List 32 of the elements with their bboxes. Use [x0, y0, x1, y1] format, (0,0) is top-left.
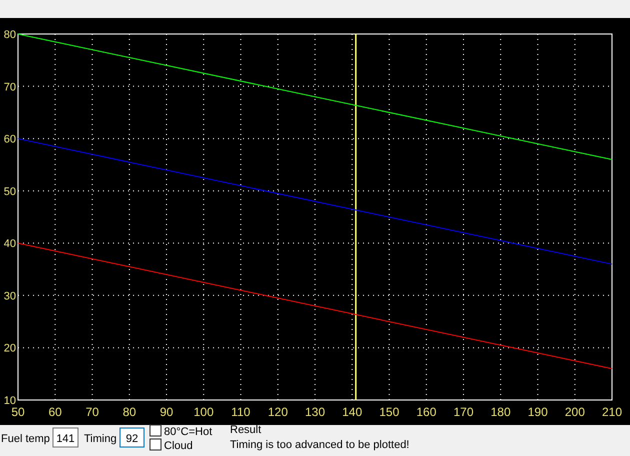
x-tick-label: 180 [490, 405, 511, 419]
x-tick-label: 80 [122, 405, 136, 419]
x-tick-label: 130 [304, 405, 326, 419]
text: 92 [126, 433, 138, 445]
x-tick-label: 150 [379, 405, 400, 419]
y-tick-label: 70 [4, 81, 16, 94]
x-tick-label: 210 [602, 405, 622, 419]
text: Timing [84, 433, 117, 445]
y-tick-label: 40 [4, 238, 16, 250]
x-tick-label: 200 [564, 405, 586, 419]
text: Timing is too advanced to be plotted! [230, 439, 410, 451]
x-tick-label: 170 [453, 405, 474, 419]
y-tick-label: 10 [4, 395, 16, 407]
x-tick-label: 120 [268, 405, 288, 419]
x-tick-label: 60 [48, 405, 62, 419]
text: Cloud [164, 440, 193, 452]
x-tick-label: 70 [86, 405, 100, 419]
text: Result [230, 424, 262, 436]
y-tick-label: 20 [4, 342, 16, 355]
text: Fuel temp [1, 433, 50, 445]
x-tick-label: 160 [416, 405, 437, 419]
x-tick-label: 190 [528, 405, 548, 419]
y-tick-label: 50 [4, 186, 16, 198]
text: 80°C=Hot [164, 426, 212, 438]
x-tick-label: 110 [231, 405, 251, 419]
x-tick-label: 100 [194, 405, 214, 419]
y-tick-label: 30 [4, 290, 16, 302]
x-tick-label: 90 [160, 405, 174, 419]
y-tick-label: 80 [4, 29, 16, 41]
x-tick-label: 140 [342, 405, 362, 419]
y-tick-label: 60 [4, 134, 16, 146]
text: 141 [56, 433, 75, 445]
